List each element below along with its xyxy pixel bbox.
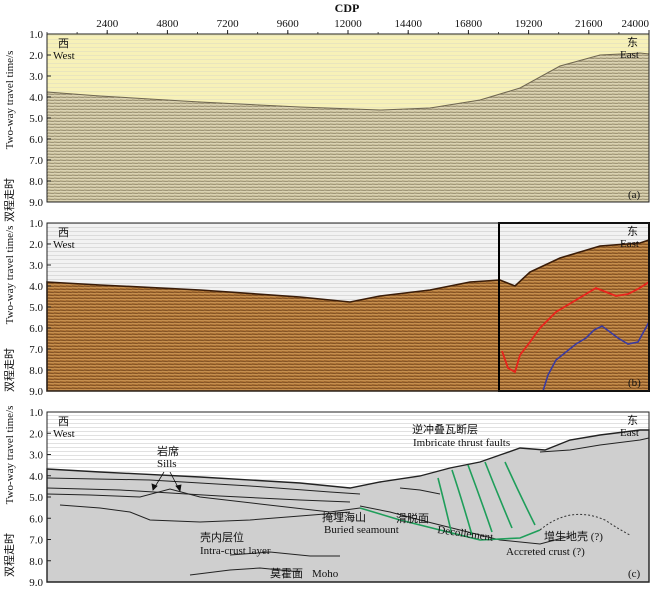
y-axis-label-cn-b: 双程走时: [3, 348, 16, 392]
panel-a-west-en: West: [53, 50, 75, 62]
y-axis-label-en-c: Two-way travel time/s: [4, 406, 16, 505]
time-tick-label: 4.0: [29, 92, 43, 104]
panel-a-west-cn: 西: [58, 38, 69, 50]
cdp-tick-label: 12000: [334, 18, 362, 30]
cdp-tick-label: 19200: [515, 18, 543, 30]
cdp-tick-label: 7200: [217, 18, 240, 30]
panel-c-tag: (c): [628, 568, 641, 580]
time-tick-label: 2.0: [29, 239, 43, 251]
panel-c-west-en: West: [53, 428, 75, 440]
time-tick-label: 8.0: [29, 556, 43, 568]
label-seamount-cn: 掩埋海山: [322, 510, 366, 524]
label-thrust-en: Imbricate thrust faults: [413, 437, 510, 449]
panel-b-west-en: West: [53, 239, 75, 251]
panel-a-east-en: East: [620, 49, 639, 61]
label-accreted-en: Accreted crust (?): [506, 546, 585, 558]
cdp-tick-label: 21600: [575, 18, 603, 30]
time-tick-label: 7.0: [29, 344, 43, 356]
label-decollement-cn: 滑脱面: [396, 511, 429, 525]
cdp-tick-label: 4800: [156, 18, 179, 30]
panel-b-west-cn: 西: [58, 227, 69, 239]
time-tick-label: 3.0: [29, 71, 43, 83]
y-axis-label-group-b: 双程走时 Two-way travel time/s: [3, 226, 16, 392]
time-tick-label: 5.0: [29, 113, 43, 125]
cdp-tick-label: 14400: [394, 18, 422, 30]
panel-b-east-en: East: [620, 238, 639, 250]
cdp-axis-label: CDP: [335, 1, 360, 15]
cdp-tick-label: 24000: [622, 18, 650, 30]
label-seamount-en: Buried seamount: [324, 524, 399, 536]
time-tick-label: 1.0: [29, 29, 43, 41]
time-tick-label: 5.0: [29, 492, 43, 504]
y-axis-label-cn-c: 双程走时: [3, 533, 16, 577]
cdp-tick-label: 16800: [455, 18, 483, 30]
time-tick-label: 4.0: [29, 471, 43, 483]
label-sills-cn: 岩席: [157, 444, 179, 458]
cdp-tick-labels: 2400 4800 7200 9600 12000 14400 16800 19200 2160…: [46, 18, 650, 34]
panel-a: 1.0 2.0 3.0 4.0 5.0 6.0 7.0 8.0 9.0 西 West 东 Eas…: [29, 29, 650, 209]
time-tick-label: 8.0: [29, 176, 43, 188]
time-tick-label: 7.0: [29, 155, 43, 167]
time-tick-label: 1.0: [29, 407, 43, 419]
panel-c-east-cn: 东: [627, 414, 638, 427]
y-axis-label-group: 双程走时 Two-way travel time/s: [3, 51, 16, 222]
panel-b-tag: (b): [628, 377, 641, 389]
cdp-tick-label: 9600: [277, 18, 300, 30]
y-axis-label-group-c: 双程走时 Two-way travel time/s: [3, 406, 16, 577]
label-accreted-cn: 增生地壳 (?): [544, 529, 603, 543]
label-intra-en: Intra-crust layer: [200, 545, 271, 557]
time-tick-label: 9.0: [29, 386, 43, 398]
panel-b-east-cn: 东: [627, 225, 638, 238]
label-sills-en: Sills: [157, 458, 177, 470]
time-tick-label: 5.0: [29, 302, 43, 314]
time-tick-label: 9.0: [29, 197, 43, 209]
time-tick-label: 3.0: [29, 260, 43, 272]
time-tick-label: 9.0: [29, 577, 43, 589]
time-tick-label: 8.0: [29, 365, 43, 377]
y-axis-label-cn: 双程走时: [3, 178, 16, 222]
time-tick-label: 3.0: [29, 450, 43, 462]
panel-a-east-cn: 东: [627, 36, 638, 49]
label-moho-en: Moho: [312, 568, 339, 580]
time-tick-label: 6.0: [29, 134, 43, 146]
panel-c-horizons: [46, 437, 650, 576]
time-tick-label: 7.0: [29, 535, 43, 547]
panel-c: 1.0 2.0 3.0 4.0 5.0 6.0 7.0 8.0 9.0 西 West 东 Eas…: [29, 407, 650, 589]
time-tick-label: 2.0: [29, 50, 43, 62]
panel-c-east-en: East: [620, 427, 639, 439]
time-tick-label: 4.0: [29, 281, 43, 293]
panel-b: 1.0 2.0 3.0 4.0 5.0 6.0 7.0 8.0 9.0 西 West 东 Eas…: [29, 218, 650, 398]
cdp-tick-label: 2400: [96, 18, 119, 30]
time-tick-label: 6.0: [29, 513, 43, 525]
y-axis-label-en-b: Two-way travel time/s: [4, 226, 16, 325]
time-tick-label: 2.0: [29, 428, 43, 440]
sills-arrows: [151, 471, 182, 492]
panel-c-thrust-faults: [359, 461, 541, 541]
time-tick-label: 1.0: [29, 218, 43, 230]
panel-b-blue-horizon: [542, 321, 650, 392]
panel-c-west-cn: 西: [58, 416, 69, 428]
panel-b-red-horizon: [501, 281, 650, 374]
panel-c-accreted-crust-outline: [539, 513, 631, 536]
y-axis-label-en: Two-way travel time/s: [4, 51, 16, 150]
panel-a-tag: (a): [628, 189, 641, 201]
label-thrust-cn: 逆冲叠瓦断层: [412, 422, 478, 436]
label-intra-cn: 壳内层位: [200, 530, 244, 544]
time-tick-label: 6.0: [29, 323, 43, 335]
label-moho-cn: 莫霍面: [270, 567, 303, 580]
